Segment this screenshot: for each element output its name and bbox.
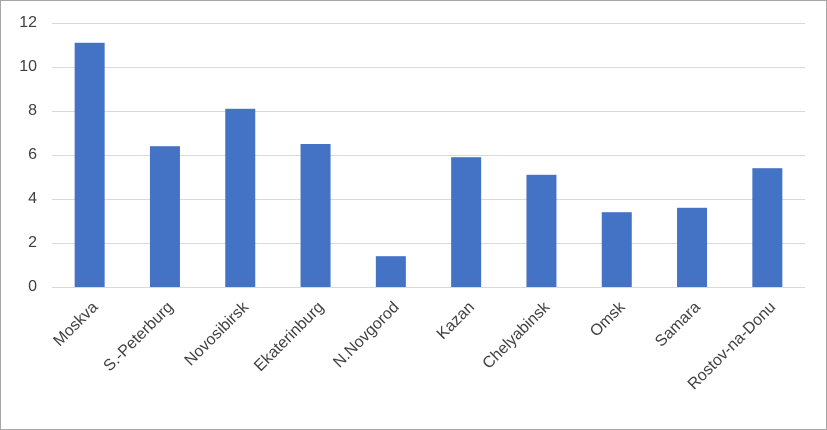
y-tick-label: 2 [28, 234, 37, 251]
y-tick-label: 6 [28, 146, 37, 163]
bar [526, 174, 557, 287]
y-tick-label: 8 [28, 102, 37, 119]
bar [375, 256, 406, 287]
bar [149, 146, 180, 287]
bar [451, 157, 482, 287]
y-tick-label: 0 [28, 278, 37, 295]
bar [225, 108, 256, 287]
bar [300, 144, 331, 287]
bar [601, 212, 632, 287]
bar [677, 207, 708, 287]
bar [752, 168, 783, 287]
y-tick-label: 4 [28, 190, 37, 207]
y-tick-label: 12 [19, 14, 37, 31]
bar [74, 42, 105, 287]
y-tick-label: 10 [19, 58, 37, 75]
